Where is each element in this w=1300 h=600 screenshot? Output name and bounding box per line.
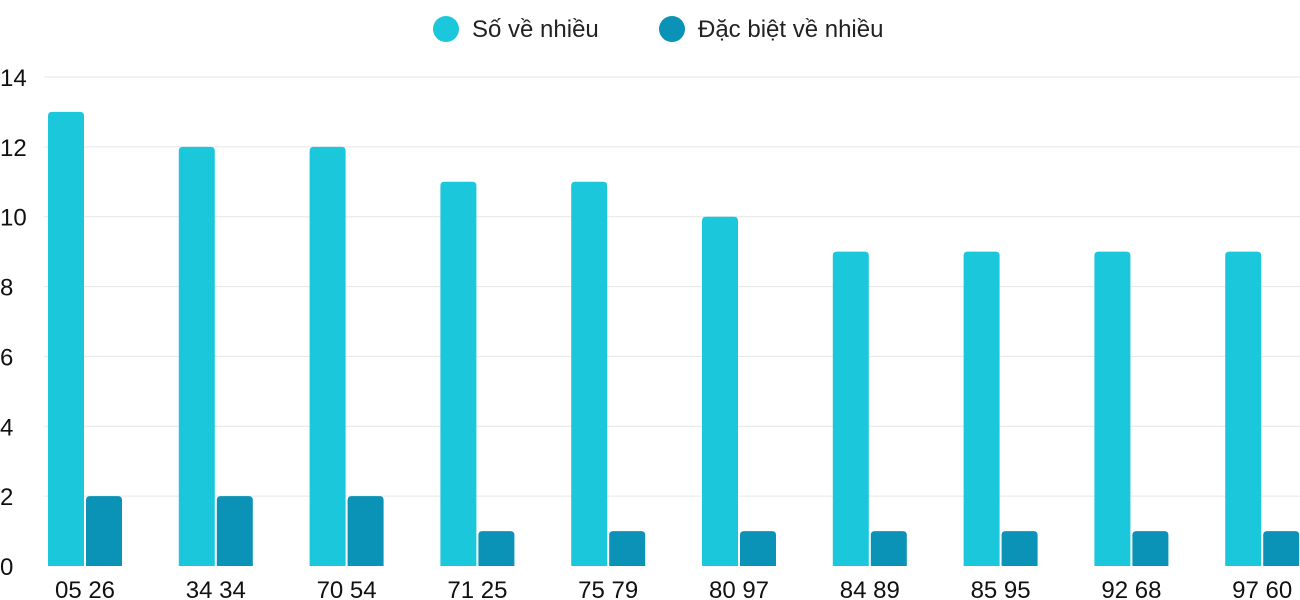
bar-so-ve-nhieu-8 (1094, 251, 1131, 566)
bar-dac-biet-ve-nhieu-5 (740, 531, 776, 566)
bar-so-ve-nhieu-5 (702, 216, 738, 566)
chart-legend: Số về nhiều Đặc biệt về nhiều (433, 16, 883, 43)
x-tick-label: 97 60 (1232, 577, 1292, 600)
bar-dac-biet-ve-nhieu-0 (86, 496, 122, 566)
bar-so-ve-nhieu-2 (309, 146, 346, 566)
bar-so-ve-nhieu-7 (963, 251, 1000, 566)
bar-so-ve-nhieu-4 (571, 181, 608, 567)
bar-so-ve-nhieu-9 (1225, 251, 1262, 566)
bar-dac-biet-ve-nhieu-3 (478, 531, 515, 566)
bar-so-ve-nhieu-1 (178, 146, 215, 566)
bar-dac-biet-ve-nhieu-7 (1001, 531, 1038, 566)
x-axis-ticks: 05 26 34 34 70 54 71 25 75 79 80 97 84 89 85 95… (55, 577, 1292, 600)
x-tick-label: 70 54 (317, 577, 377, 600)
x-tick-label: 80 97 (709, 577, 769, 600)
x-tick-label: 84 89 (840, 577, 900, 600)
y-axis-ticks: 0 2 4 6 8 10 12 14 (0, 65, 27, 581)
x-tick-label: 75 79 (578, 577, 638, 600)
bar-dac-biet-ve-nhieu-6 (870, 531, 907, 566)
y-tick-label: 14 (0, 65, 27, 92)
x-tick-label: 34 34 (186, 577, 246, 600)
y-tick-label: 4 (0, 414, 13, 441)
x-tick-label: 71 25 (447, 577, 507, 600)
legend-label-dac-biet-ve-nhieu: Đặc biệt về nhiều (698, 16, 883, 43)
bar-so-ve-nhieu-0 (48, 111, 84, 566)
bar-dac-biet-ve-nhieu-9 (1263, 531, 1300, 566)
bar-so-ve-nhieu-6 (832, 251, 869, 566)
x-tick-label: 92 68 (1101, 577, 1161, 600)
bar-dac-biet-ve-nhieu-8 (1132, 531, 1169, 566)
y-tick-label: 2 (0, 484, 13, 511)
bar-so-ve-nhieu-3 (440, 181, 477, 567)
x-tick-label: 05 26 (55, 577, 115, 600)
legend-marker-dac-biet-ve-nhieu (659, 16, 685, 42)
legend-marker-so-ve-nhieu (433, 16, 459, 42)
bar-dac-biet-ve-nhieu-1 (216, 496, 253, 566)
chart-bars (48, 111, 1300, 567)
y-tick-label: 12 (0, 135, 27, 162)
y-tick-label: 6 (0, 344, 13, 371)
legend-label-so-ve-nhieu: Số về nhiều (472, 16, 599, 43)
chart-grid (44, 76, 1300, 497)
bar-dac-biet-ve-nhieu-4 (609, 531, 646, 566)
y-tick-label: 10 (0, 205, 27, 232)
y-tick-label: 0 (0, 554, 13, 581)
bar-dac-biet-ve-nhieu-2 (347, 496, 384, 566)
x-tick-label: 85 95 (971, 577, 1031, 600)
y-tick-label: 8 (0, 275, 13, 302)
